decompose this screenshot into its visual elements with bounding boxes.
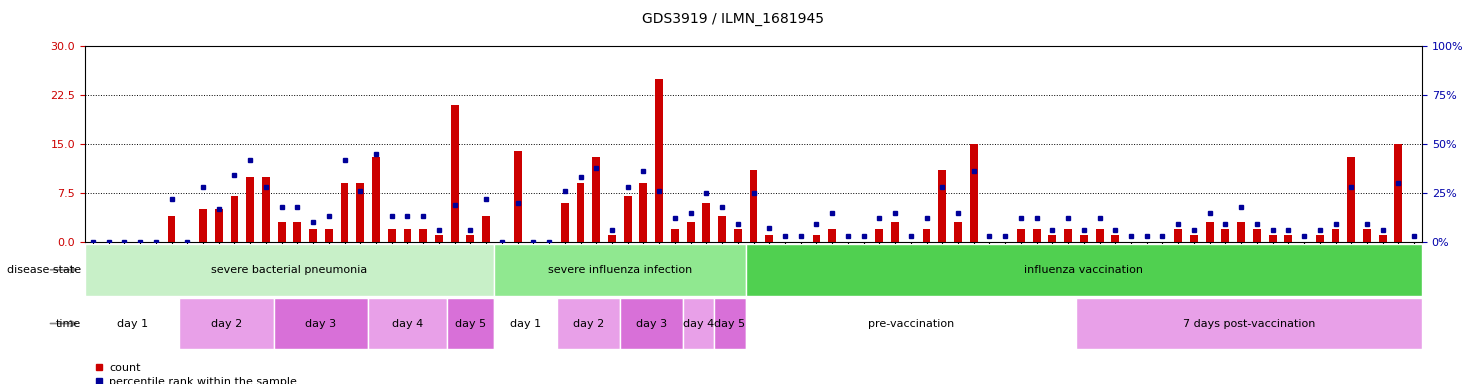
Bar: [274, 298, 368, 349]
Bar: [368, 298, 447, 349]
Bar: [513, 151, 522, 242]
Bar: [891, 222, 899, 242]
Bar: [608, 235, 616, 242]
Bar: [1237, 222, 1245, 242]
Bar: [746, 298, 1076, 349]
Bar: [1284, 235, 1292, 242]
Bar: [1221, 229, 1230, 242]
Bar: [749, 170, 758, 242]
Bar: [1111, 235, 1119, 242]
Bar: [1174, 229, 1182, 242]
Bar: [970, 144, 978, 242]
Bar: [1017, 229, 1025, 242]
Bar: [576, 183, 585, 242]
Bar: [277, 222, 286, 242]
Text: severe bacterial pneumonia: severe bacterial pneumonia: [211, 265, 368, 275]
Text: day 5: day 5: [454, 318, 485, 329]
Bar: [683, 298, 714, 349]
Bar: [1190, 235, 1198, 242]
Bar: [179, 298, 274, 349]
Bar: [1253, 229, 1261, 242]
Bar: [954, 222, 962, 242]
Bar: [435, 235, 443, 242]
Bar: [482, 216, 490, 242]
Bar: [199, 209, 207, 242]
Bar: [1331, 229, 1340, 242]
Bar: [623, 196, 632, 242]
Bar: [230, 196, 239, 242]
Text: day 2: day 2: [211, 318, 242, 329]
Bar: [561, 203, 569, 242]
Bar: [1347, 157, 1355, 242]
Bar: [592, 157, 600, 242]
Legend: count, percentile rank within the sample: count, percentile rank within the sample: [91, 359, 302, 384]
Bar: [85, 298, 179, 349]
Bar: [671, 229, 679, 242]
Bar: [655, 79, 663, 242]
Bar: [828, 229, 836, 242]
Text: pre-vaccination: pre-vaccination: [868, 318, 954, 329]
Bar: [388, 229, 396, 242]
Bar: [85, 244, 494, 296]
Bar: [372, 157, 380, 242]
Bar: [1032, 229, 1041, 242]
Bar: [447, 298, 494, 349]
Text: day 2: day 2: [573, 318, 604, 329]
Bar: [1076, 298, 1422, 349]
Bar: [494, 298, 557, 349]
Text: day 1: day 1: [510, 318, 541, 329]
Bar: [1095, 229, 1104, 242]
Bar: [450, 105, 459, 242]
Bar: [1080, 235, 1088, 242]
Bar: [466, 235, 475, 242]
Bar: [734, 229, 742, 242]
Bar: [620, 298, 683, 349]
Bar: [1048, 235, 1057, 242]
Text: day 3: day 3: [305, 318, 337, 329]
Bar: [812, 235, 821, 242]
Bar: [922, 229, 931, 242]
Text: GDS3919 / ILMN_1681945: GDS3919 / ILMN_1681945: [642, 12, 824, 25]
Bar: [1363, 229, 1371, 242]
Bar: [1064, 229, 1072, 242]
Text: 7 days post-vaccination: 7 days post-vaccination: [1183, 318, 1315, 329]
Bar: [293, 222, 302, 242]
Text: day 4: day 4: [683, 318, 714, 329]
Bar: [746, 244, 1422, 296]
Bar: [262, 177, 270, 242]
Text: day 1: day 1: [117, 318, 148, 329]
Bar: [216, 209, 223, 242]
Bar: [403, 229, 412, 242]
Bar: [1394, 144, 1403, 242]
Bar: [718, 216, 726, 242]
Bar: [167, 216, 176, 242]
Bar: [494, 244, 746, 296]
Bar: [1378, 235, 1387, 242]
Bar: [356, 183, 364, 242]
Bar: [246, 177, 254, 242]
Bar: [875, 229, 884, 242]
Bar: [765, 235, 773, 242]
Bar: [419, 229, 427, 242]
Bar: [938, 170, 946, 242]
Bar: [557, 298, 620, 349]
Text: day 4: day 4: [391, 318, 424, 329]
Bar: [1268, 235, 1277, 242]
Bar: [309, 229, 317, 242]
Bar: [639, 183, 648, 242]
Bar: [1316, 235, 1324, 242]
Text: influenza vaccination: influenza vaccination: [1025, 265, 1143, 275]
Text: day 5: day 5: [714, 318, 746, 329]
Bar: [1205, 222, 1214, 242]
Text: severe influenza infection: severe influenza infection: [548, 265, 692, 275]
Bar: [702, 203, 710, 242]
Text: time: time: [56, 318, 81, 329]
Bar: [714, 298, 746, 349]
Text: day 3: day 3: [636, 318, 667, 329]
Bar: [686, 222, 695, 242]
Text: disease state: disease state: [6, 265, 81, 275]
Bar: [325, 229, 333, 242]
Bar: [340, 183, 349, 242]
